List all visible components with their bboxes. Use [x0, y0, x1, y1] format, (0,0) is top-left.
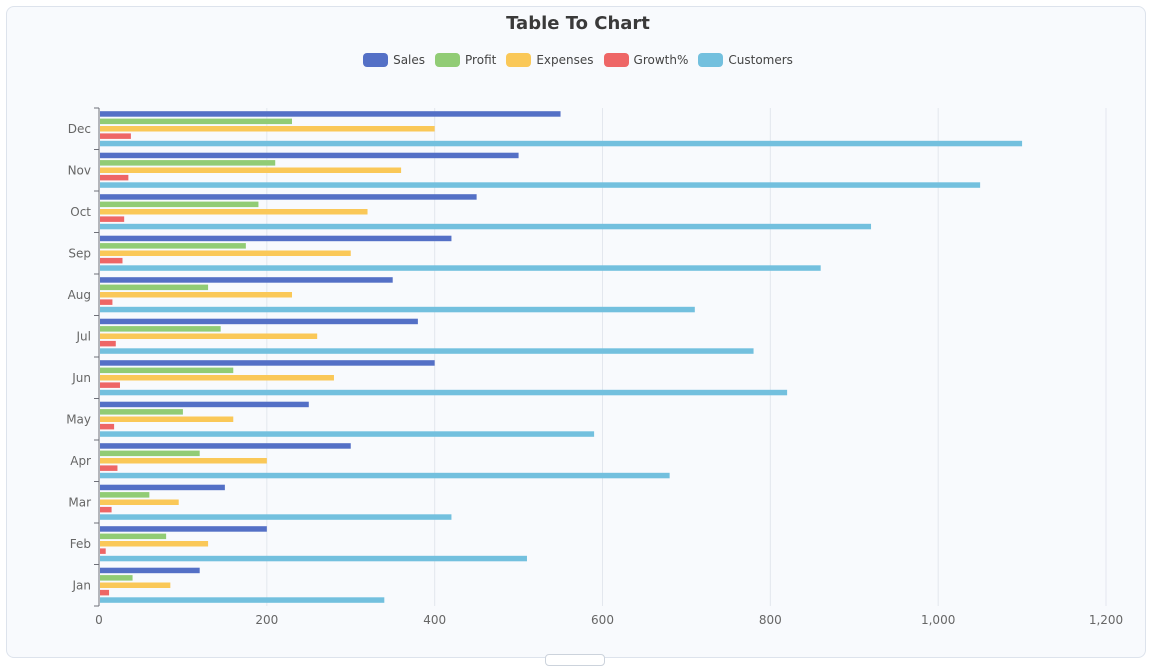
legend-swatch [603, 53, 629, 67]
bar-growth--jul [100, 340, 116, 347]
bar-expenses-aug [100, 292, 293, 298]
y-tick-label: May [66, 412, 91, 426]
bar-sales-jun [100, 360, 435, 366]
bar-expenses-feb [100, 541, 209, 547]
legend-label: Sales [393, 53, 426, 67]
chart-legend: Sales Profit Expenses Growth% Customers [0, 53, 1156, 67]
x-tick-label: 200 [255, 613, 278, 627]
bar-growth--aug [100, 299, 113, 305]
legend-item-growth-[interactable]: Growth% [603, 53, 689, 67]
bar-expenses-sep [100, 250, 351, 256]
bar-expenses-jul [100, 333, 318, 339]
legend-label: Expenses [536, 53, 594, 67]
bar-sales-aug [100, 277, 393, 283]
chart-title: Table To Chart [506, 13, 650, 34]
x-tick-label: 0 [95, 613, 103, 627]
bar-expenses-jun [100, 375, 334, 381]
legend-swatch [698, 53, 724, 67]
bar-sales-feb [100, 526, 267, 532]
legend-swatch [363, 53, 389, 67]
bar-expenses-mar [100, 499, 179, 505]
y-tick-label: Aug [68, 288, 91, 302]
bar-sales-jul [100, 318, 418, 325]
bar-profit-apr [100, 450, 200, 457]
bar-sales-may [100, 401, 309, 408]
bar-growth--feb [100, 548, 106, 554]
legend-item-expenses[interactable]: Expenses [506, 53, 594, 67]
bar-customers-nov [100, 182, 981, 188]
x-tick-label: 800 [759, 613, 782, 627]
x-tick-label: 600 [591, 613, 614, 627]
x-tick-label: 1,200 [1089, 613, 1123, 627]
bar-expenses-dec [100, 126, 435, 132]
y-tick-label: Mar [68, 495, 91, 509]
legend-label: Growth% [633, 53, 689, 67]
bar-growth--sep [100, 257, 123, 264]
y-tick-label: Feb [70, 537, 91, 551]
bar-growth--mar [100, 506, 112, 513]
bar-customers-jan [100, 597, 385, 603]
bar-profit-oct [100, 201, 259, 208]
y-tick-label: Jan [72, 578, 92, 592]
bar-growth--apr [100, 465, 118, 471]
bar-customers-dec [100, 140, 1023, 147]
bar-customers-feb [100, 555, 527, 562]
bar-expenses-apr [100, 458, 267, 464]
bar-customers-may [100, 431, 595, 437]
y-tick-label: Jul [76, 329, 91, 343]
bar-sales-oct [100, 194, 477, 200]
y-tick-label: Oct [70, 205, 91, 219]
legend-label: Profit [465, 53, 497, 67]
bar-expenses-oct [100, 209, 368, 215]
bar-profit-nov [100, 160, 276, 166]
y-tick-label: Jun [71, 371, 91, 385]
bar-growth--jun [100, 382, 120, 388]
bar-expenses-jan [100, 582, 171, 588]
bar-expenses-nov [100, 167, 402, 173]
bar-sales-sep [100, 235, 452, 242]
bar-profit-jun [100, 367, 234, 374]
bar-customers-oct [100, 223, 872, 230]
y-tick-label: Nov [68, 163, 91, 177]
bar-profit-dec [100, 118, 293, 125]
legend-swatch [506, 53, 532, 67]
bar-profit-feb [100, 533, 167, 540]
bar-growth--jan [100, 589, 110, 596]
bar-customers-jun [100, 389, 788, 396]
scroll-handle[interactable] [545, 654, 605, 666]
x-tick-label: 400 [423, 613, 446, 627]
bar-profit-may [100, 409, 183, 415]
bar-customers-sep [100, 265, 821, 271]
legend-item-customers[interactable]: Customers [698, 53, 793, 67]
bar-sales-nov [100, 152, 519, 159]
bar-growth--may [100, 423, 115, 430]
legend-item-sales[interactable]: Sales [363, 53, 425, 67]
bar-profit-jan [100, 575, 133, 581]
legend-swatch [435, 53, 461, 67]
bar-profit-jul [100, 326, 221, 332]
bar-sales-apr [100, 443, 351, 449]
legend-item-profit[interactable]: Profit [435, 53, 496, 67]
legend-label: Customers [728, 53, 793, 67]
bar-profit-sep [100, 243, 246, 249]
bar-profit-aug [100, 284, 209, 291]
bar-customers-mar [100, 514, 452, 520]
bar-customers-apr [100, 472, 670, 479]
x-tick-label: 1,000 [921, 613, 955, 627]
bar-growth--oct [100, 216, 125, 222]
bar-profit-mar [100, 492, 150, 498]
bar-growth--nov [100, 174, 129, 181]
bar-sales-mar [100, 484, 225, 491]
bar-customers-jul [100, 348, 754, 354]
bar-expenses-may [100, 416, 234, 422]
bar-growth--dec [100, 133, 131, 139]
y-tick-label: Apr [70, 454, 91, 468]
bar-sales-dec [100, 111, 561, 117]
bar-sales-jan [100, 567, 200, 574]
y-tick-label: Sep [68, 246, 91, 260]
bar-customers-aug [100, 306, 695, 313]
y-tick-label: Dec [68, 122, 91, 136]
